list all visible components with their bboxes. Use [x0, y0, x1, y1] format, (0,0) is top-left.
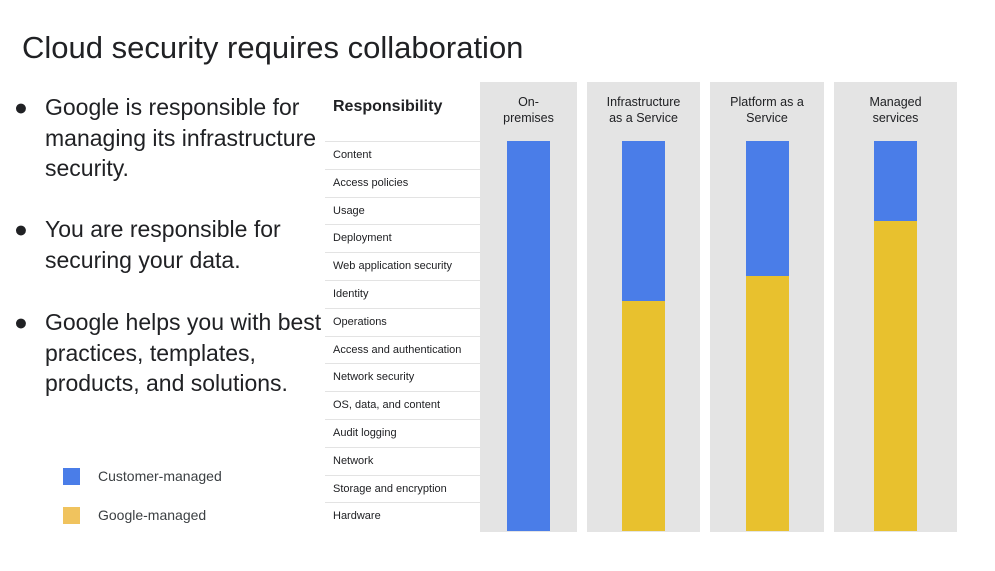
- responsibility-row-label: Operations: [325, 307, 480, 336]
- column-on-premises: On- premises: [480, 82, 577, 532]
- responsibility-header: Responsibility: [333, 98, 443, 115]
- responsibility-bar: [874, 141, 917, 531]
- responsibility-row-label: OS, data, and content: [325, 391, 480, 419]
- bullet-dot-icon: ●: [14, 94, 28, 120]
- column-header-line: Managed: [869, 95, 922, 109]
- legend-label: Customer-managed: [98, 468, 222, 484]
- responsibility-row-label: Web application security: [325, 252, 480, 280]
- column-header-line: Platform as a: [730, 95, 804, 109]
- responsibility-row-label: Access and authentication: [325, 335, 480, 364]
- bullet-text: Google helps you with best practices, te…: [45, 309, 322, 396]
- responsibility-row-label: Deployment: [325, 224, 480, 252]
- bullet-text: Google is responsible for managing its i…: [45, 94, 317, 181]
- legend-label: Google-managed: [98, 507, 207, 523]
- column-paas: Platform as a Service: [710, 82, 824, 532]
- responsibility-row-label: Network security: [325, 363, 480, 391]
- responsibility-bar: [746, 141, 789, 531]
- responsibility-bar: [507, 141, 550, 531]
- customer-managed-segment: [507, 141, 550, 531]
- responsibility-row-label: Network: [325, 446, 480, 475]
- slide-title: Cloud security requires collaboration: [22, 30, 524, 65]
- responsibility-row-label: Identity: [325, 280, 480, 308]
- column-iaas: Infrastructure as a Service: [587, 82, 700, 532]
- bullet-text: You are responsible for securing your da…: [45, 216, 281, 273]
- responsibility-row-label: Audit logging: [325, 419, 480, 447]
- legend-swatch-customer: [63, 468, 80, 485]
- customer-managed-segment: [874, 141, 917, 221]
- column-header-line: as a Service: [609, 111, 678, 125]
- responsibility-row-label: Hardware: [325, 502, 480, 530]
- column-header-line: premises: [503, 111, 554, 125]
- column-header: Managed services: [834, 94, 957, 126]
- responsibility-bar: [622, 141, 665, 531]
- column-header: Infrastructure as a Service: [587, 94, 700, 126]
- column-header-line: Infrastructure: [606, 95, 681, 109]
- customer-managed-segment: [622, 141, 665, 301]
- column-header: On- premises: [480, 94, 577, 126]
- google-managed-segment: [874, 221, 917, 531]
- column-header-line: On-: [518, 95, 539, 109]
- column-header-line: services: [872, 111, 919, 125]
- column-managed-services: Managed services: [834, 82, 957, 532]
- responsibility-row-label: Access policies: [325, 168, 480, 197]
- responsibility-table: Responsibility Content Access policies Usa…: [325, 82, 965, 534]
- google-managed-segment: [622, 301, 665, 531]
- responsibility-row-label: Content: [325, 141, 480, 169]
- legend-swatch-google: [63, 507, 80, 524]
- responsibility-row-label: Storage and encryption: [325, 474, 480, 503]
- column-header-line: Service: [746, 111, 788, 125]
- google-managed-segment: [746, 276, 789, 531]
- responsibility-row-label: Usage: [325, 196, 480, 225]
- bullet-dot-icon: ●: [14, 309, 28, 335]
- bullet-dot-icon: ●: [14, 216, 28, 242]
- column-header: Platform as a Service: [710, 94, 824, 126]
- customer-managed-segment: [746, 141, 789, 276]
